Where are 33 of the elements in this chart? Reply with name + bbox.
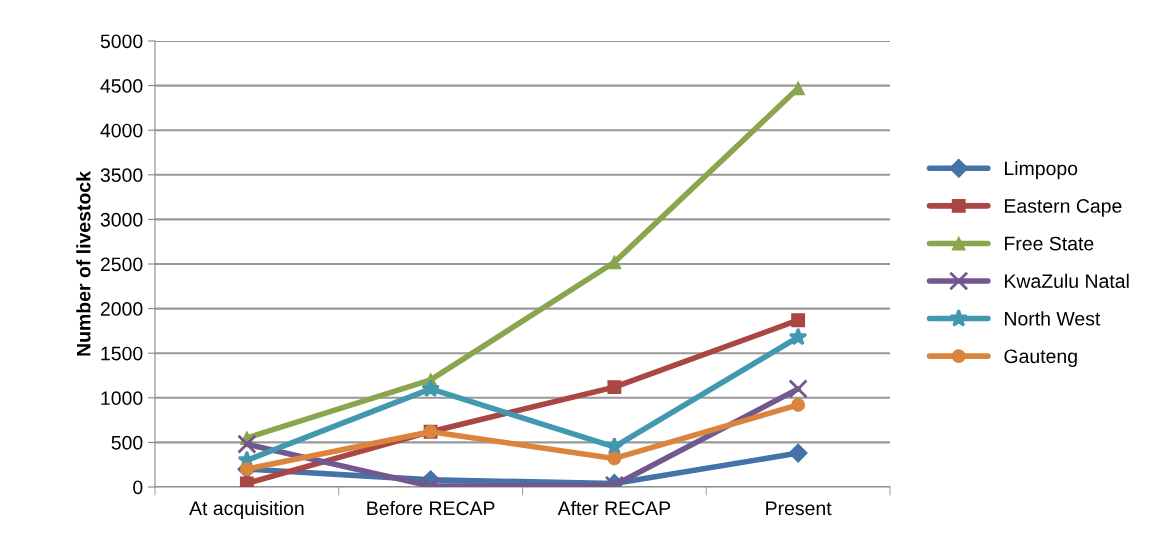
point bbox=[791, 313, 806, 328]
y-tick-label: 4500 bbox=[100, 79, 143, 93]
x-tick-label: After RECAP bbox=[557, 500, 671, 516]
point bbox=[421, 379, 440, 398]
y-tick-label: 5000 bbox=[100, 34, 143, 49]
legend-label: Limpopo bbox=[1005, 161, 1078, 180]
legend-label: Gauteng bbox=[1004, 349, 1077, 367]
x-tick-label: At acquisition bbox=[189, 500, 304, 520]
legend-label: Free State bbox=[1005, 236, 1094, 251]
legend-label: KwaZulu Natal bbox=[1005, 273, 1129, 288]
x-tick-label: Before RECAP bbox=[367, 500, 495, 516]
point bbox=[791, 397, 806, 412]
x-tick-label: Present bbox=[766, 501, 832, 516]
y-tick-label: 500 bbox=[111, 435, 143, 450]
y-tick-label: 1500 bbox=[101, 346, 143, 361]
y-tick-label: 2000 bbox=[100, 302, 143, 316]
legend-label: Eastern Cape bbox=[1005, 199, 1122, 217]
point bbox=[607, 380, 622, 395]
point bbox=[788, 327, 808, 346]
point bbox=[607, 451, 622, 466]
y-tick-label: 0 bbox=[133, 480, 143, 495]
point bbox=[237, 434, 257, 454]
point bbox=[607, 255, 622, 270]
legend-label: North West bbox=[1005, 311, 1101, 326]
y-tick-label: 3000 bbox=[100, 212, 143, 227]
y-tick-label: 3500 bbox=[100, 168, 143, 183]
point bbox=[239, 476, 254, 487]
y-tick-label: 4000 bbox=[100, 123, 143, 138]
point bbox=[788, 443, 808, 463]
y-axis-title: Number of livestock bbox=[76, 171, 91, 356]
y-tick-label: 1000 bbox=[101, 391, 143, 406]
point bbox=[788, 379, 808, 399]
y-tick-label: 2500 bbox=[100, 257, 143, 272]
